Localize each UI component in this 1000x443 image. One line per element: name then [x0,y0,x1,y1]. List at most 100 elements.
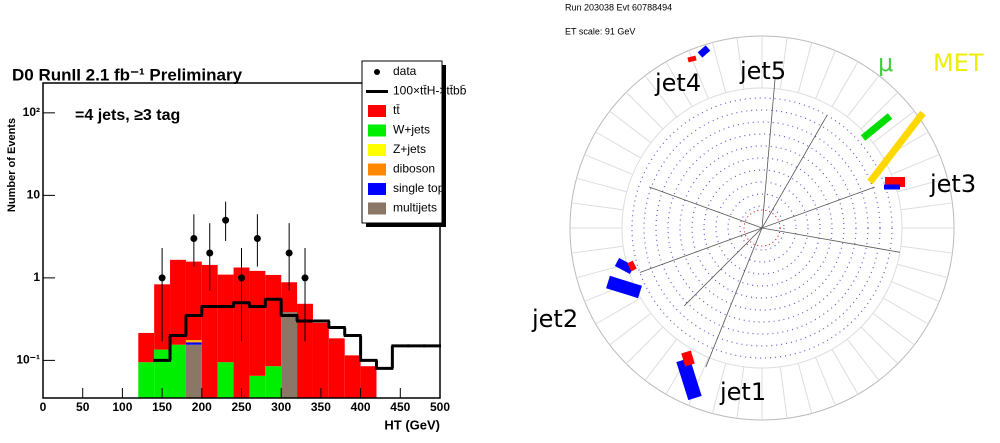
tower-divider [897,177,948,193]
event-label: MET [933,49,984,77]
tower-divider [897,263,948,279]
tower-divider [882,297,929,325]
tower-divider [797,363,813,414]
tower-divider [797,42,813,93]
track [649,186,763,229]
x-axis-label: HT (GeV) [384,417,440,432]
track-hits [727,193,797,263]
legend-marker [374,69,380,75]
track-hits [643,109,881,347]
track [761,227,900,253]
track-hits [703,169,821,287]
track-hits [679,145,845,311]
data-point [238,274,245,282]
x-tick-label: 200 [192,400,212,414]
bar-segment [281,312,298,398]
tower-divider [571,245,624,254]
data-point [158,274,166,282]
energy-tower [687,55,697,63]
tower-divider [779,366,788,419]
data-point [222,216,230,224]
energy-tower [627,260,637,272]
energy-tower [867,110,926,185]
x-tick-label: 0 [40,400,47,414]
tower-divider [609,110,652,144]
bar-segment [344,355,361,398]
annotation: =4 jets, ≥3 tag [75,107,180,124]
tower-divider [736,366,745,419]
data-point [301,274,309,282]
data-point [190,235,198,243]
track-hits [655,121,869,335]
tower-divider [609,312,652,346]
chart-title: D0 RunII 2.1 fb⁻¹ Preliminary [12,65,243,84]
tower-divider [831,61,859,108]
tower-divider [644,338,678,381]
y-axis-label: Number of Events [6,118,18,212]
x-tick-label: 100 [112,400,132,414]
tower-divider [872,312,915,346]
tower-divider [595,297,642,325]
bar-segment [217,274,234,363]
x-tick-label: 250 [231,400,251,414]
energy-tower [606,275,642,299]
x-tick-label: 50 [76,400,90,414]
x-tick-label: 500 [430,400,450,414]
event-label: jet5 [739,57,786,85]
bar-segment [185,342,202,345]
legend-label: multijets [393,201,437,215]
data-point [285,249,293,257]
tower-divider [779,37,788,90]
legend-marker [368,124,386,137]
tower-divider [644,75,678,118]
energy-tower [676,357,702,401]
tower-divider [595,131,642,159]
tower-divider [815,50,836,99]
bar-segment [185,340,202,342]
detector: jet4 jet5 μ MET jet3 jet2 jet1 [531,35,984,421]
tower-divider [625,91,664,130]
legend-marker [368,144,386,156]
tower-divider [860,326,899,365]
tower-divider [900,245,953,254]
legend-label: single top [393,181,445,195]
energy-tower [681,350,695,367]
tower-divider [665,61,693,108]
legend-label: W+jets [393,123,430,137]
bar-segment [249,270,266,376]
track-hits [667,133,857,323]
tower-divider [891,281,940,302]
x-tick-label: 450 [390,400,410,414]
tower-divider [711,42,727,93]
scale-label: ET scale: 91 GeV [565,26,635,36]
y-tick-label: 1 [33,270,40,284]
y-tick-label: 10 [27,188,41,202]
tower-divider [625,326,664,365]
x-tick-label: 300 [271,400,291,414]
tower-divider [846,338,880,381]
event-label: jet2 [531,305,578,333]
track-hits [691,157,833,299]
bar-segment [201,264,218,398]
track-hits [631,97,893,359]
event-label: μ [878,49,893,77]
bar-segment [281,282,298,313]
x-tick-label: 400 [351,400,371,414]
y-tick-label: 10⁻¹ [16,353,40,367]
legend [361,60,443,224]
track-hits [715,181,809,275]
tower-divider [576,177,627,193]
tower-divider [571,202,624,211]
tower-divider [831,348,859,395]
track [761,115,828,229]
histogram: D0 RunII 2.1 fb⁻¹ Preliminary =4 jets, ≥3… [6,60,467,432]
energy-tower [860,113,893,141]
run-label: Run 203038 Evt 60788494 [565,2,672,12]
bar-segment [185,261,202,341]
bar-segment [265,366,282,398]
bar-segment [328,338,345,398]
legend-marker [368,105,386,117]
y-tick-label: 10² [23,105,40,119]
tower-divider [846,75,880,118]
